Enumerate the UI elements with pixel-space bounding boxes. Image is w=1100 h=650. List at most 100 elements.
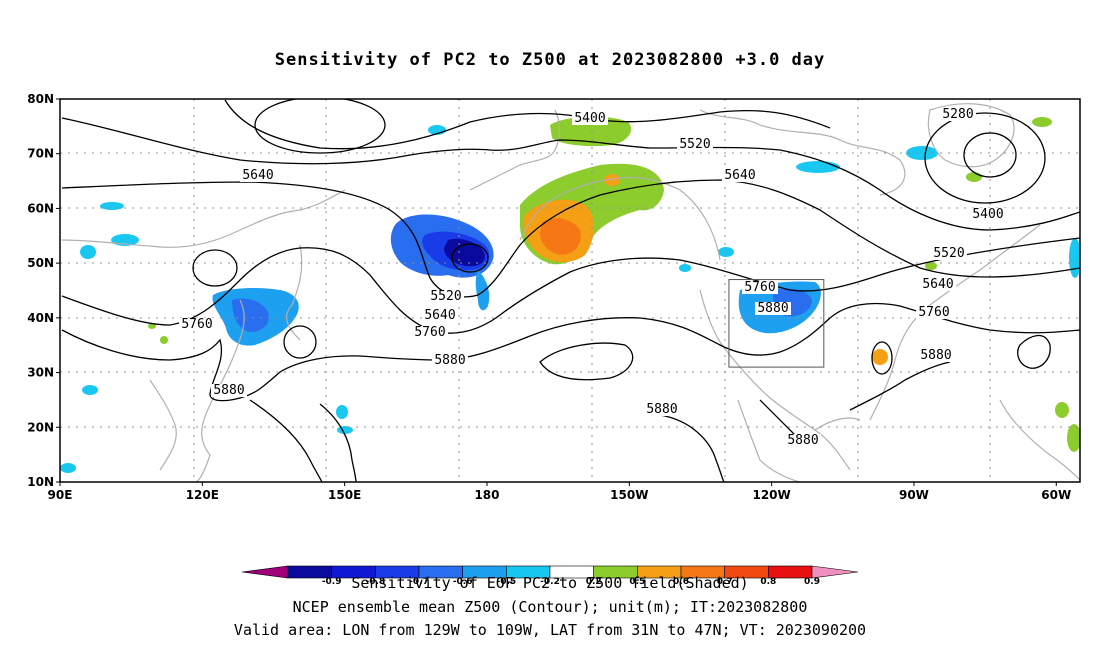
contour-label: 5880 [213, 383, 244, 398]
footer-line-3: Valid area: LON from 129W to 109W, LAT f… [233, 621, 867, 639]
lon-tick-label: 180 [474, 488, 499, 502]
shade-dot [60, 463, 76, 473]
contour-label: 5400 [574, 111, 605, 126]
coast-na [699, 224, 1041, 471]
sensitivity-shading [60, 116, 1080, 473]
shade-dot-green [160, 336, 168, 344]
lon-axis: 90E 120E 150E 180 150W 120W 90W 60W [48, 482, 1071, 502]
colorbar-label: 0.2 [586, 577, 602, 587]
contour-5880-south [539, 342, 634, 381]
coast-asia [61, 189, 346, 482]
shade-dot [337, 426, 353, 434]
shade-dot [100, 202, 124, 210]
lat-tick-label: 40N [27, 311, 54, 325]
contour-label: 5880 [757, 301, 788, 316]
contour-label-bg [572, 112, 608, 125]
shade-negative-west-core [232, 298, 269, 332]
shade-dot [679, 264, 691, 272]
shade-dot-green [925, 262, 937, 270]
lat-axis: 80N 70N 60N 50N 40N 30N 20N 10N [27, 92, 60, 489]
colorbar-label: -0.9 [322, 577, 342, 587]
contour-label: 5640 [922, 277, 953, 292]
lon-tick-label: 90W [899, 488, 929, 502]
colorbar-arrow-right [811, 565, 859, 579]
contour-closed-low-arctic [254, 99, 386, 154]
colorbar-label: 0.6 [673, 577, 689, 587]
coast-sa [999, 399, 1080, 481]
lat-tick-label: 10N [27, 475, 54, 489]
contour-label: 5640 [724, 168, 755, 183]
shade-dot-green [1032, 117, 1052, 127]
lat-tick-label: 70N [27, 147, 54, 161]
contour-label-bg [677, 138, 713, 151]
shade-dot [82, 385, 98, 395]
contour-closed-high-west [283, 325, 317, 359]
shade-dot-green [1067, 424, 1080, 452]
contour-label: 5640 [424, 308, 455, 323]
contour-closed-high-gulf [871, 341, 893, 375]
contour-label-bg [722, 169, 758, 182]
lat-tick-label: 30N [27, 366, 54, 380]
shade-dot [906, 146, 938, 160]
contour-label-bg [240, 169, 276, 182]
contour-label: 5760 [918, 305, 949, 320]
lon-tick-label: 60W [1041, 488, 1071, 502]
contour-closed-low-dateline [451, 243, 489, 273]
lon-tick-label: 90E [48, 488, 73, 502]
colorbar-label: -0.2 [540, 577, 560, 587]
coast-alaska [469, 109, 721, 261]
valid-area-box [728, 279, 825, 368]
lon-tick-label: 120E [186, 488, 219, 502]
shade-dot-green [148, 323, 156, 329]
shade-negative-tail [475, 270, 490, 311]
lat-tick-label: 50N [27, 256, 54, 270]
colorbar-label: 0.8 [760, 577, 776, 587]
shade-dot [1069, 238, 1080, 278]
shade-dot [336, 405, 348, 419]
lon-tick-label: 120W [752, 488, 790, 502]
contour-5880-lower [249, 334, 1051, 482]
contour-label-bg [412, 326, 448, 339]
contour-5880 [61, 302, 1080, 402]
contour-label-bg [211, 384, 247, 397]
chart-title: Sensitivity of PC2 to Z500 at 2023082800… [274, 50, 826, 70]
contour-label-bg [179, 318, 215, 331]
contour-5400-north [224, 99, 831, 150]
contour-label: 5880 [787, 433, 818, 448]
contour-label: 5520 [679, 137, 710, 152]
colorbar-label: -0.8 [365, 577, 385, 587]
contour-label-bg [422, 309, 458, 322]
coast-canada-arctic [699, 109, 906, 196]
coast-mexico [737, 399, 801, 482]
shade-dot [80, 245, 96, 259]
contour-label: 5400 [972, 207, 1003, 222]
shade-dot-green [1055, 402, 1069, 418]
colorbar-label: 0.7 [717, 577, 733, 587]
shade-dot-orange [604, 174, 620, 186]
colorbar-label: -0.5 [496, 577, 516, 587]
contour-labels: 5280 5400 5400 5520 5520 5520 5640 5640 5640 5640… [179, 107, 1006, 448]
shade-dot-green [966, 172, 982, 182]
contour-label-bg [940, 108, 976, 121]
contour-label: 5880 [920, 348, 951, 363]
shade-dot [796, 161, 840, 173]
shade-positive-north [550, 116, 632, 147]
z500-contours [61, 99, 1080, 482]
lon-tick-label: 150W [610, 488, 648, 502]
contour-label: 5520 [430, 289, 461, 304]
contour-5520 [61, 117, 1080, 231]
footer-line-2: NCEP ensemble mean Z500 (Contour); unit(… [292, 598, 808, 616]
coastlines [61, 103, 1080, 482]
contour-closed-low-greenland-outer [924, 112, 1046, 204]
contour-5760 [61, 237, 1080, 334]
lat-tick-label: 80N [27, 92, 54, 106]
colorbar-label: -0.6 [453, 577, 473, 587]
contour-label: 5280 [942, 107, 973, 122]
contour-label-bg [785, 434, 821, 447]
contour-label-bg [931, 247, 967, 260]
map-frame [59, 98, 1081, 483]
contour-label-bg [428, 290, 464, 303]
contour-label-bg [916, 306, 952, 319]
colorbar-label: 0.9 [804, 577, 820, 587]
contour-label: 5760 [744, 280, 775, 295]
